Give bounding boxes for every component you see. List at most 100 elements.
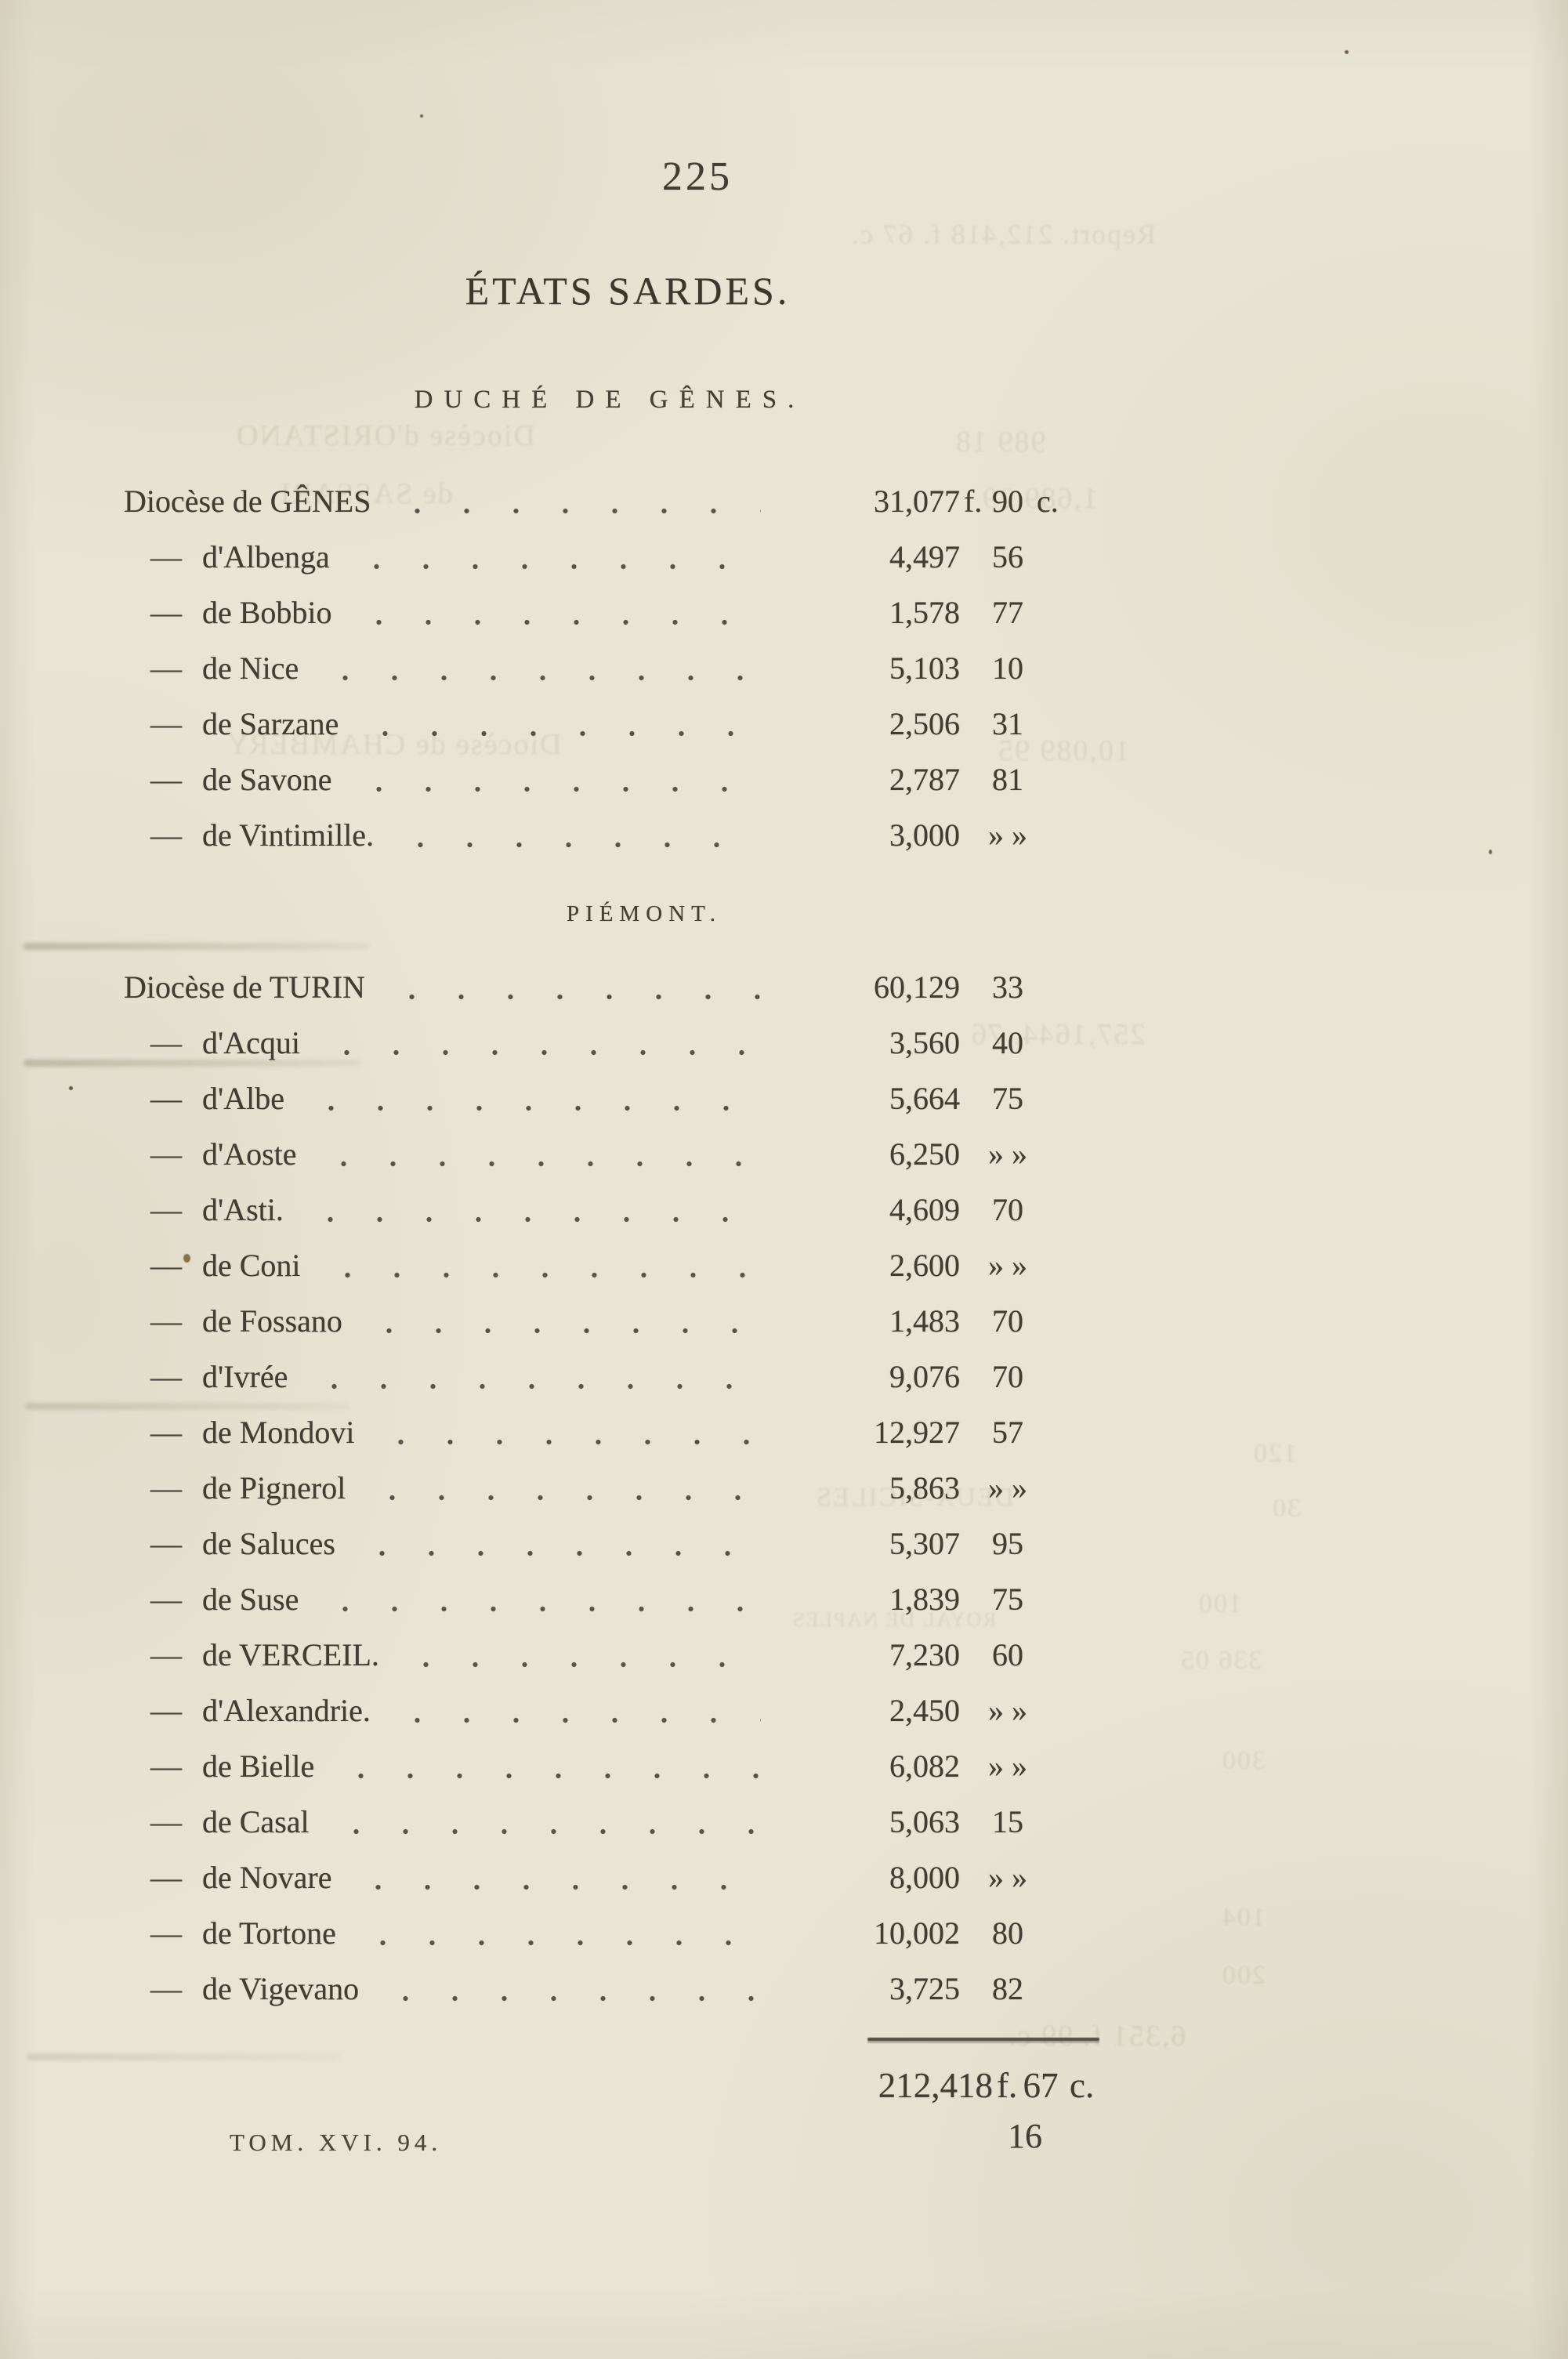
dash-prefix: — [150,762,182,797]
diocese-label: de Sarzane [202,706,339,741]
amount-francs: 4,497 [889,539,960,574]
table-row: — de Savone 2,787 81 [124,752,1060,807]
amount-francs: 2,600 [889,1248,960,1283]
dot-leader [346,1516,761,1571]
diocese-label: de Bielle [202,1748,315,1784]
total-amount-francs: 212,418 [878,2066,993,2105]
amount-centimes: 75 [992,1081,1023,1116]
table-row: — d'Asti. 4,609 70 [124,1182,1060,1237]
diocese-label: d'Aoste [202,1136,297,1172]
bleedthrough-text: 30 [1271,1494,1301,1523]
amount-centimes: 33 [992,969,1023,1005]
dash-prefix: — [150,1470,182,1506]
diocese-label: de Novare [202,1860,332,1895]
dash-prefix: — [150,1025,182,1060]
amount-francs: 2,787 [889,762,960,797]
diocese-label: de VERCEIL. [202,1637,379,1672]
amount-francs: 3,000 [889,817,960,853]
table-row: — de Vigevano 3,725 82 [124,1961,1060,2017]
dash-prefix: — [150,1693,182,1728]
dash-prefix: — [150,1136,182,1172]
amount-centimes: 81 [992,762,1023,797]
amount-francs: 1,578 [889,595,960,630]
dot-leader [310,640,761,696]
table-row: Diocèse de GÊNES 31,077 f. 90 c. [124,473,1060,529]
dash-prefix: — [150,706,182,741]
diocese-label: de Fossano [202,1303,342,1339]
amount-francs: 60,129 [874,969,960,1005]
page-title: ÉTATS SARDES. [465,269,791,313]
dot-leader [346,1905,761,1961]
amount-centimes: 60 [992,1637,1023,1672]
table-row: — d'Albenga 4,497 56 [124,529,1060,585]
diocese-label: de Casal [202,1804,310,1839]
total-rule [867,2038,1099,2041]
amount-centimes: 82 [992,1971,1023,2006]
amount-francs: 12,927 [874,1415,960,1450]
dash-prefix: — [150,1971,182,2006]
diocese-label: d'Asti. [202,1192,284,1227]
dash-prefix: — [150,1192,182,1227]
diocese-label: d'Alexandrie. [202,1693,371,1728]
table-row: — de Novare 8,000 » » [124,1850,1060,1905]
table-row: — de Bielle 6,082 » » [124,1738,1060,1794]
table-row: — de Sarzane 2,506 31 [124,696,1060,752]
dot-leader [325,1738,761,1794]
amount-francs: 3,560 [889,1025,960,1060]
table-row: — d'Aoste 6,250 » » [124,1126,1060,1182]
amount-centimes: » » [988,1860,1027,1895]
centime-unit: c. [1070,2066,1095,2105]
dot-leader [320,1794,761,1850]
table-row: — de Casal 5,063 15 [124,1794,1060,1850]
bleedthrough-rule [24,1060,360,1067]
dot-leader [357,1460,761,1516]
table-row: — de Bobbio 1,578 77 [124,585,1060,640]
dot-leader [295,1071,761,1126]
dot-leader [389,1627,761,1683]
amount-centimes: 15 [992,1804,1023,1839]
amount-francs: 3,725 [889,1971,960,2006]
table-row: — de Mondovi 12,927 57 [124,1404,1060,1460]
paper-speck [1345,50,1349,54]
dash-prefix: — [150,1248,182,1283]
amount-francs: 10,002 [874,1915,960,1951]
paper-speck [1489,850,1492,854]
diocese-label: d'Albenga [202,539,330,574]
dot-leader [382,473,761,529]
diocese-label: de Savone [202,762,332,797]
table-row: — de Suse 1,839 75 [124,1571,1060,1627]
amount-centimes: 31 [992,706,1023,741]
amount-francs: 6,250 [889,1136,960,1172]
amount-centimes: » » [988,1470,1027,1506]
diocese-label: de Bobbio [202,595,332,630]
amount-centimes: 40 [992,1025,1023,1060]
total-amount-centimes: 67 [1023,2066,1059,2105]
amount-centimes: » » [988,817,1027,853]
amount-centimes: 57 [992,1415,1023,1450]
bleedthrough-text: 300 [1221,1746,1266,1775]
dash-prefix: — [150,1748,182,1784]
dash-prefix: — [150,1303,182,1339]
dot-leader [370,1961,761,2017]
dash-prefix: — [150,1415,182,1450]
amount-francs: 6,082 [889,1748,960,1784]
diocese-table-piemont: Diocèse de TURIN 60,129 33— d'Acqui 3,560 40—… [124,959,1060,2017]
amount-francs: 7,230 [889,1637,960,1672]
amount-centimes: 70 [992,1192,1023,1227]
dot-leader [307,1126,761,1182]
franc-unit: f. [964,484,983,519]
table-row: — d'Albe 5,664 75 [124,1071,1060,1126]
paper-speck [183,1254,190,1263]
bleedthrough-text: 120 [1252,1439,1297,1468]
sheet-number: 16 [1008,2117,1042,2155]
page-number: 225 [662,154,733,199]
amount-francs: 5,063 [889,1804,960,1839]
dot-leader [381,1683,761,1738]
table-row: — de Saluces 5,307 95 [124,1516,1060,1571]
volume-label: TOM. XVI. 94. [230,2129,443,2156]
amount-francs: 8,000 [889,1860,960,1895]
paper-speck [69,1086,73,1090]
bleedthrough-rule [24,943,370,950]
bleedthrough-rule [27,2053,340,2060]
